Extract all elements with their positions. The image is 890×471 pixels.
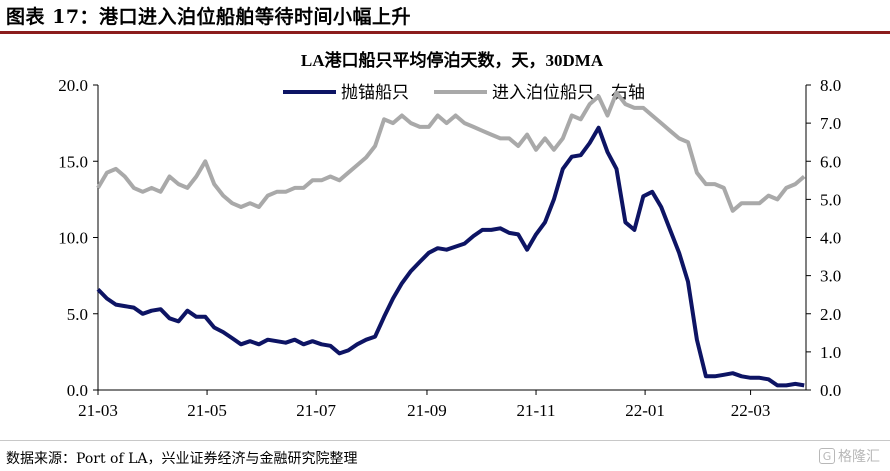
x-tick-label: 21-11 — [517, 401, 556, 420]
x-tick-label: 22-03 — [731, 401, 771, 420]
chart: LA港口船只平均停泊天数，天，30DMA 抛锚船只 进入泊位船只，右轴 0.0 5… — [58, 50, 841, 420]
right-tick-label: 6.0 — [820, 152, 841, 171]
watermark-text: 格隆汇 — [838, 449, 880, 465]
x-tick-label: 21-09 — [407, 401, 447, 420]
right-tick-label: 8.0 — [820, 76, 841, 95]
right-tick-label: 1.0 — [820, 343, 841, 362]
series-line-berthed-ships — [96, 90, 806, 213]
source-note: 数据来源：Port of LA，兴业证券经济与金融研究院整理 — [6, 451, 358, 467]
legend-label-anchored: 抛锚船只 — [341, 83, 409, 102]
right-tick-label: 7.0 — [820, 114, 841, 133]
right-axis-ticks: 0.0 1.0 2.0 3.0 4.0 5.0 6.0 7.0 8.0 — [806, 76, 841, 400]
watermark: G 格隆汇 — [819, 446, 880, 466]
chart-title: LA港口船只平均停泊天数，天，30DMA — [301, 50, 604, 70]
right-tick-label: 4.0 — [820, 229, 841, 248]
right-tick-label: 3.0 — [820, 267, 841, 286]
figure-title: 图表 17：港口进入泊位船舶等待时间小幅上升 — [6, 6, 412, 28]
legend-label-berthed: 进入泊位船只，右轴 — [492, 83, 645, 102]
left-tick-label: 5.0 — [67, 305, 88, 324]
right-tick-label: 0.0 — [820, 381, 841, 400]
footer-rule — [0, 440, 890, 441]
figure-header: 图表 17：港口进入泊位船舶等待时间小幅上升 — [0, 0, 890, 36]
x-tick-label: 22-01 — [625, 401, 665, 420]
series-line-anchored-ships — [96, 125, 805, 388]
left-tick-label: 15.0 — [58, 152, 88, 171]
figure-footer: 数据来源：Port of LA，兴业证券经济与金融研究院整理 G 格隆汇 — [0, 440, 890, 471]
left-tick-label: 0.0 — [67, 381, 88, 400]
x-tick-label: 21-05 — [187, 401, 227, 420]
left-tick-label: 10.0 — [58, 229, 88, 248]
left-tick-label: 20.0 — [58, 76, 88, 95]
header-rule — [0, 31, 890, 34]
left-axis-ticks: 0.0 5.0 10.0 15.0 20.0 — [58, 76, 98, 400]
watermark-logo-icon: G — [819, 448, 835, 464]
right-tick-label: 5.0 — [820, 190, 841, 209]
right-tick-label: 2.0 — [820, 305, 841, 324]
legend: 抛锚船只 进入泊位船只，右轴 — [283, 83, 645, 102]
plot-lines — [96, 90, 806, 388]
x-axis-ticks: 21-03 21-05 21-07 21-09 21-11 22-01 22-03 — [78, 390, 770, 420]
x-tick-label: 21-03 — [78, 401, 118, 420]
x-tick-label: 21-07 — [296, 401, 336, 420]
